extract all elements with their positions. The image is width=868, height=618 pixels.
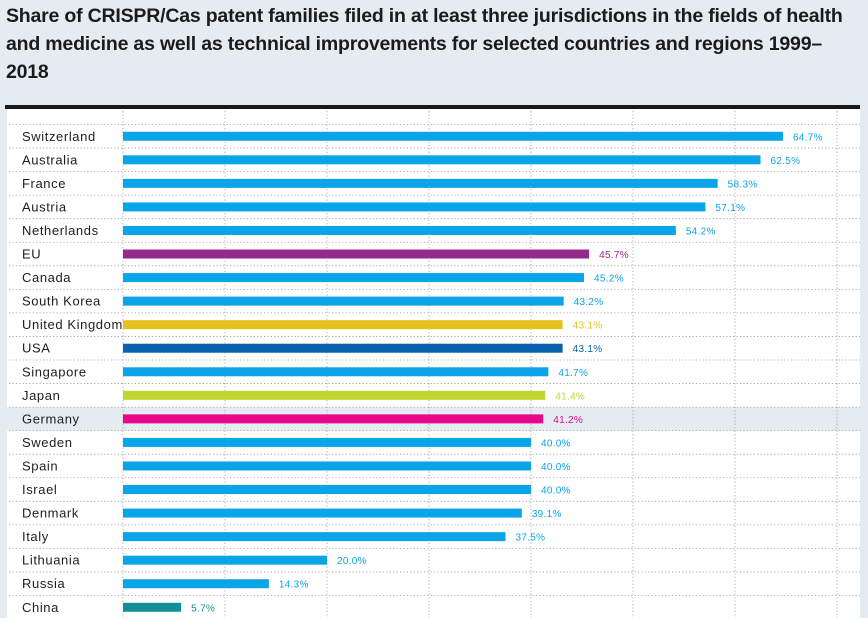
bar-switzerland bbox=[123, 131, 783, 141]
category-label: Australia bbox=[22, 152, 78, 167]
value-label: 40.0% bbox=[541, 438, 571, 449]
bar-japan bbox=[123, 390, 546, 400]
value-label: 5.7% bbox=[191, 603, 215, 614]
value-label: 62.5% bbox=[771, 156, 801, 167]
bar-sweden bbox=[123, 437, 531, 447]
category-label: Netherlands bbox=[22, 223, 99, 238]
top-rule bbox=[5, 105, 860, 109]
category-label: France bbox=[22, 176, 66, 191]
value-label: 45.7% bbox=[599, 250, 629, 261]
bar-united-kingdom bbox=[123, 320, 563, 330]
category-label: Singapore bbox=[22, 364, 87, 379]
category-label: Italy bbox=[22, 529, 49, 544]
value-label: 43.1% bbox=[573, 344, 603, 355]
value-label: 20.0% bbox=[337, 556, 367, 567]
bar-spain bbox=[123, 461, 531, 471]
category-label: Germany bbox=[22, 411, 80, 426]
value-label: 41.4% bbox=[555, 391, 585, 402]
bar-lithuania bbox=[123, 555, 327, 565]
value-label: 41.7% bbox=[558, 368, 588, 379]
bar-italy bbox=[123, 532, 506, 542]
bar-france bbox=[123, 178, 718, 188]
value-label: 43.1% bbox=[573, 321, 603, 332]
value-label: 57.1% bbox=[715, 203, 745, 214]
category-label: United Kingdom bbox=[22, 317, 123, 332]
category-label: Israel bbox=[22, 482, 57, 497]
value-label: 64.7% bbox=[793, 132, 823, 143]
bar-usa bbox=[123, 343, 563, 353]
bar-germany bbox=[123, 414, 544, 424]
category-label: China bbox=[22, 600, 59, 615]
bar-eu bbox=[123, 249, 590, 259]
category-label: Denmark bbox=[22, 506, 79, 521]
category-label: Canada bbox=[22, 270, 71, 285]
bar-denmark bbox=[123, 508, 522, 518]
bar-russia bbox=[123, 579, 269, 589]
value-label: 58.3% bbox=[728, 179, 758, 190]
category-label: Lithuania bbox=[22, 553, 80, 568]
bar-china bbox=[123, 602, 182, 612]
value-label: 14.3% bbox=[279, 580, 309, 591]
value-label: 45.2% bbox=[594, 274, 624, 285]
bar-australia bbox=[123, 155, 761, 165]
value-label: 54.2% bbox=[686, 226, 716, 237]
category-label: Spain bbox=[22, 458, 58, 473]
category-label: USA bbox=[22, 341, 51, 356]
category-label: Russia bbox=[22, 576, 66, 591]
value-label: 41.2% bbox=[553, 415, 583, 426]
bar-netherlands bbox=[123, 225, 676, 235]
value-label: 43.2% bbox=[574, 297, 604, 308]
value-label: 40.0% bbox=[541, 462, 571, 473]
bar-south-korea bbox=[123, 296, 564, 306]
category-label: EU bbox=[22, 247, 41, 262]
bar-canada bbox=[123, 273, 585, 283]
category-label: South Korea bbox=[22, 294, 101, 309]
category-label: Austria bbox=[22, 199, 67, 214]
value-label: 37.5% bbox=[516, 533, 546, 544]
value-label: 39.1% bbox=[532, 509, 562, 520]
value-label: 40.0% bbox=[541, 486, 571, 497]
category-label: Japan bbox=[22, 388, 60, 403]
chart-title: Share of CRISPR/Cas patent families file… bbox=[6, 5, 843, 83]
bar-israel bbox=[123, 485, 531, 495]
bar-singapore bbox=[123, 367, 549, 377]
category-label: Sweden bbox=[22, 435, 73, 450]
category-label: Switzerland bbox=[22, 129, 96, 144]
bar-austria bbox=[123, 202, 706, 212]
